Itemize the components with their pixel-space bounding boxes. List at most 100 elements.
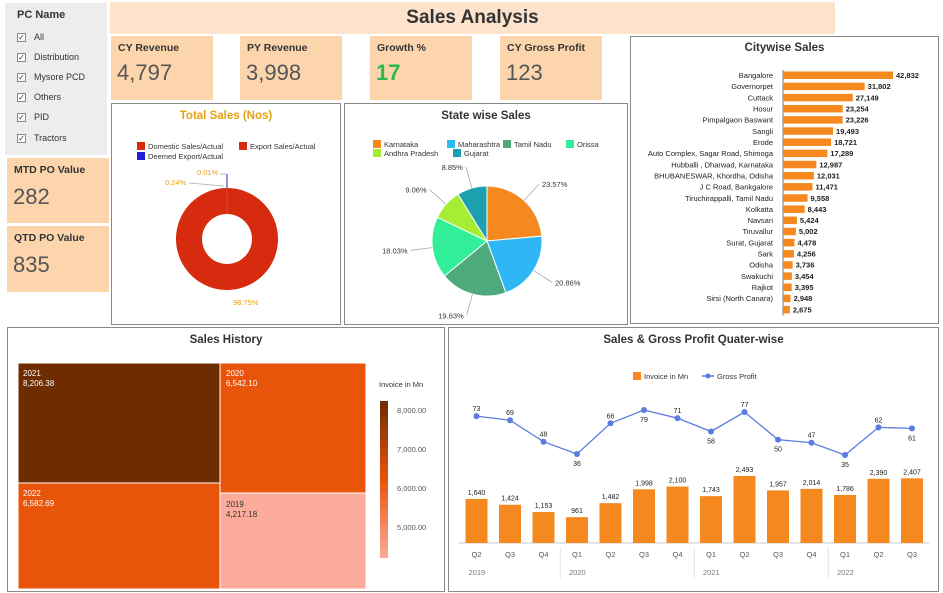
gross-profit-point[interactable] xyxy=(675,415,681,421)
city-bar[interactable] xyxy=(783,116,843,124)
page-title: Sales Analysis xyxy=(110,2,835,34)
gross-profit-point[interactable] xyxy=(641,407,647,413)
checkbox-icon[interactable]: ✓ xyxy=(17,53,26,62)
cell-2021-label: 2021 xyxy=(23,369,41,378)
legend-tick: 6,000.00 xyxy=(397,484,426,493)
city-bar-value: 12,987 xyxy=(819,160,842,169)
gross-profit-point[interactable] xyxy=(909,425,915,431)
invoice-bar-label: 1,957 xyxy=(769,481,787,488)
filter-item-others[interactable]: ✓ Others xyxy=(17,92,61,102)
legend-tick: 8,000.00 xyxy=(397,406,426,415)
city-bar[interactable] xyxy=(783,261,793,269)
invoice-bar[interactable] xyxy=(868,479,890,543)
city-bar-value: 19,493 xyxy=(836,127,859,136)
filter-item-tractors[interactable]: ✓ Tractors xyxy=(17,133,67,143)
filter-item-label: All xyxy=(34,32,44,42)
city-bar-value: 3,454 xyxy=(795,272,815,281)
gross-profit-point[interactable] xyxy=(474,413,480,419)
city-bar[interactable] xyxy=(783,228,796,236)
legend-swatch-domestic xyxy=(137,142,145,150)
gross-profit-point[interactable] xyxy=(574,451,580,457)
quarter-label: Q3 xyxy=(639,550,649,559)
gross-profit-point[interactable] xyxy=(708,428,714,434)
qtd-po-label: QTD PO Value xyxy=(14,232,85,244)
total-sales-panel: Total Sales (Nos) Domestic Sales/Actual … xyxy=(111,103,341,325)
gross-profit-point[interactable] xyxy=(507,417,513,423)
state-slice[interactable] xyxy=(487,186,542,241)
invoice-bar[interactable] xyxy=(466,499,488,543)
leader-line xyxy=(533,270,552,282)
invoice-bar[interactable] xyxy=(499,505,521,543)
filter-item-distribution[interactable]: ✓Distribution xyxy=(17,52,79,62)
city-bar[interactable] xyxy=(783,205,805,213)
city-bar[interactable] xyxy=(783,161,816,169)
city-bar[interactable] xyxy=(783,272,792,280)
state-legend-swatch xyxy=(373,140,381,148)
city-bar[interactable] xyxy=(783,150,827,158)
invoice-bar[interactable] xyxy=(633,489,655,543)
city-bar[interactable] xyxy=(783,72,893,80)
city-category-label: Navsari xyxy=(748,216,774,225)
gross-profit-point[interactable] xyxy=(842,452,848,458)
city-bar[interactable] xyxy=(783,217,797,225)
invoice-bar[interactable] xyxy=(667,487,689,543)
city-bar[interactable] xyxy=(783,284,792,292)
checkbox-icon[interactable]: ✓ xyxy=(17,93,26,102)
invoice-bar[interactable] xyxy=(834,495,856,543)
label-export: 0.24% xyxy=(165,178,187,187)
city-bar[interactable] xyxy=(783,138,831,146)
city-category-label: Rajkot xyxy=(752,283,774,292)
invoice-bar[interactable] xyxy=(700,496,722,543)
city-bar-value: 11,471 xyxy=(815,183,838,192)
gross-profit-point[interactable] xyxy=(775,437,781,443)
pc-name-filter: PC Name ✓ All ✓Distribution ✓Mysore PCD ✓… xyxy=(5,3,107,155)
gross-profit-point[interactable] xyxy=(742,409,748,415)
city-bar[interactable] xyxy=(783,250,794,258)
gross-profit-label: 62 xyxy=(875,417,883,424)
gross-profit-point[interactable] xyxy=(541,439,547,445)
checkbox-icon[interactable]: ✓ xyxy=(17,33,26,42)
state-legend-swatch xyxy=(453,149,461,157)
city-bar[interactable] xyxy=(783,127,833,135)
city-category-label: Governorpet xyxy=(731,82,774,91)
filter-item-all[interactable]: ✓ All xyxy=(17,32,44,42)
city-bar[interactable] xyxy=(783,172,814,180)
gross-profit-point[interactable] xyxy=(809,440,815,446)
legend-gross-profit: Gross Profit xyxy=(717,372,758,381)
city-bar[interactable] xyxy=(783,239,795,247)
state-legend-label: Tamil Nadu xyxy=(514,140,552,149)
invoice-bar[interactable] xyxy=(533,512,555,543)
filter-item-mysore-pcd[interactable]: ✓Mysore PCD xyxy=(17,72,85,82)
checkbox-icon[interactable]: ✓ xyxy=(17,134,26,143)
filter-item-pid[interactable]: ✓PID xyxy=(17,112,49,122)
invoice-bar[interactable] xyxy=(801,489,823,543)
city-bar[interactable] xyxy=(783,105,843,113)
city-bar[interactable] xyxy=(783,183,812,191)
filter-item-label: Tractors xyxy=(34,133,67,143)
checkbox-icon[interactable]: ✓ xyxy=(17,113,26,122)
cy-revenue-label: CY Revenue xyxy=(118,42,179,54)
invoice-bar[interactable] xyxy=(767,490,789,543)
mtd-po-label: MTD PO Value xyxy=(14,164,85,176)
city-category-label: Erode xyxy=(753,138,773,147)
invoice-bar[interactable] xyxy=(734,476,756,543)
city-bar[interactable] xyxy=(783,295,791,303)
checkbox-icon[interactable]: ✓ xyxy=(17,73,26,82)
gross-profit-label: 47 xyxy=(808,433,816,440)
state-legend-label: Maharashtra xyxy=(458,140,501,149)
gross-profit-point[interactable] xyxy=(608,420,614,426)
filter-header: PC Name xyxy=(17,9,65,21)
city-bar[interactable] xyxy=(783,306,790,314)
city-bar[interactable] xyxy=(783,194,808,202)
city-bar[interactable] xyxy=(783,94,853,102)
state-legend-swatch xyxy=(566,140,574,148)
city-bar[interactable] xyxy=(783,83,865,91)
gross-profit-point[interactable] xyxy=(876,424,882,430)
invoice-bar[interactable] xyxy=(901,478,923,543)
filter-item-label: Others xyxy=(34,92,61,102)
gross-profit-label: 73 xyxy=(473,406,481,413)
invoice-bar[interactable] xyxy=(600,503,622,543)
invoice-bar[interactable] xyxy=(566,517,588,543)
